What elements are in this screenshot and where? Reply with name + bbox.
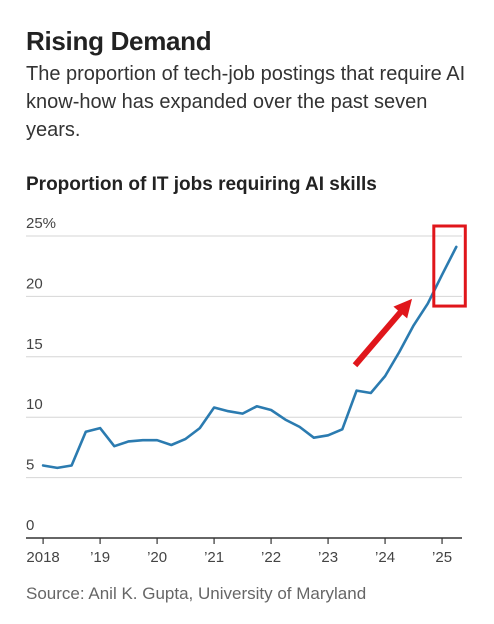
y-tick-label: 25% xyxy=(26,215,56,232)
grid-lines xyxy=(26,235,462,539)
source-note: Source: Anil K. Gupta, University of Mar… xyxy=(26,584,367,603)
y-tick-label: 15 xyxy=(26,336,43,353)
x-tick-label: ’19 xyxy=(90,549,110,566)
x-tick-label: ’20 xyxy=(147,549,167,566)
y-tick-label: 10 xyxy=(26,396,43,413)
y-tick-label: 0 xyxy=(26,517,34,534)
x-tick-labels: 2018 ’19 ’20 ’21 ’22 ’23 ’24 ’25 xyxy=(26,538,452,566)
x-tick-label: 2018 xyxy=(26,549,59,566)
line-chart: 0 5 10 15 20 25% 2018 ’19 ’20 ’21 ’22 ’23 ’24 ’25 xyxy=(26,215,467,566)
y-tick-label: 20 xyxy=(26,275,43,292)
x-tick-label: ’24 xyxy=(375,549,395,566)
x-tick-label: ’21 xyxy=(204,549,224,566)
headline: Rising Demand xyxy=(26,26,212,56)
x-tick-label: ’23 xyxy=(318,549,338,566)
annotation-arrow-shaft xyxy=(352,307,406,368)
annotation-layer xyxy=(352,224,467,368)
series-layer xyxy=(41,245,458,470)
highlight-box xyxy=(432,224,467,308)
x-tick-label: ’25 xyxy=(432,549,452,566)
x-tick-label: ’22 xyxy=(261,549,281,566)
chart-title: Proportion of IT jobs requiring AI skill… xyxy=(26,174,377,195)
annotation-arrow-head xyxy=(393,298,412,319)
y-tick-label: 5 xyxy=(26,457,34,474)
series-line xyxy=(41,245,458,470)
dek: The proportion of tech-job postings that… xyxy=(26,63,466,141)
y-tick-labels: 0 5 10 15 20 25% xyxy=(26,215,56,534)
